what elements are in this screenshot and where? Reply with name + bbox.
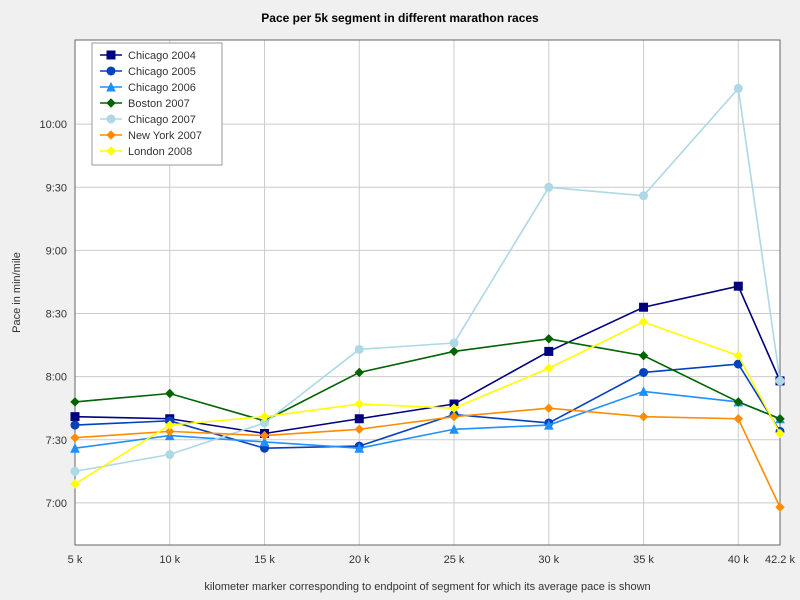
legend-label: Boston 2007	[128, 98, 190, 110]
y-axis-label: Pace in min/mile	[11, 252, 23, 333]
legend-label: Chicago 2007	[128, 114, 196, 126]
x-tick-label: 5 k	[68, 554, 83, 566]
y-tick-label: 8:30	[46, 309, 67, 321]
x-tick-label: 25 k	[444, 554, 465, 566]
x-tick-label: 40 k	[728, 554, 749, 566]
x-tick-label: 10 k	[159, 554, 180, 566]
y-tick-label: 10:00	[39, 119, 67, 131]
y-tick-label: 9:00	[46, 245, 67, 257]
legend-label: Chicago 2006	[128, 82, 196, 94]
x-tick-label: 35 k	[633, 554, 654, 566]
chart-title: Pace per 5k segment in different maratho…	[261, 11, 539, 25]
legend-label: Chicago 2004	[128, 50, 196, 62]
y-tick-label: 7:30	[46, 435, 67, 447]
chart-container: 7:00 7:30 8:00 8:30 9:00 9:30 10:00 5 k 10 k 15 k…	[0, 0, 800, 600]
x-axis-label: kilometer marker corresponding to endpoi…	[204, 581, 650, 593]
x-tick-label: 30 k	[538, 554, 559, 566]
legend-label: New York 2007	[128, 130, 202, 142]
y-tick-label: 8:00	[46, 372, 67, 384]
legend-label: Chicago 2005	[128, 66, 196, 78]
y-tick-label: 7:00	[46, 498, 67, 510]
legend-label: London 2008	[128, 146, 192, 158]
x-tick-label: 42.2 k	[765, 554, 795, 566]
x-tick-label: 20 k	[349, 554, 370, 566]
y-tick-label: 9:30	[46, 182, 67, 194]
legend: Chicago 2004 Chicago 2005 Chicago 2006 Bost…	[92, 43, 222, 165]
x-tick-label: 15 k	[254, 554, 275, 566]
pace-chart: 7:00 7:30 8:00 8:30 9:00 9:30 10:00 5 k 10 k 15 k…	[0, 0, 800, 600]
